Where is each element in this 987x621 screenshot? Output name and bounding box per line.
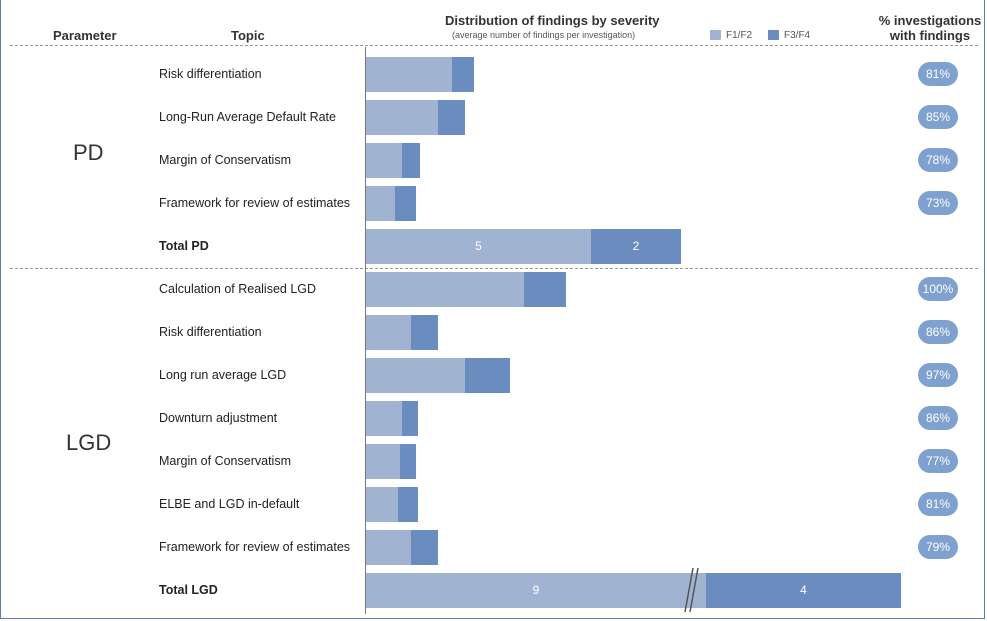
header-distribution-title: Distribution of findings by severity bbox=[445, 13, 660, 28]
group-label-pd: PD bbox=[73, 140, 104, 165]
topic-label: Framework for review of estimates bbox=[159, 540, 351, 554]
bar-f3f4-margin-of-conservatism bbox=[402, 143, 420, 178]
bar-f1f2-risk-differentiation bbox=[366, 315, 411, 350]
data-label-f1f2-total-pd: 5 bbox=[475, 239, 482, 253]
bar-f3f4-margin-of-conservatism bbox=[399, 444, 416, 479]
pct-badge-framework-for-review-of-estimates: 79% bbox=[918, 535, 958, 559]
bar-f1f2-margin-of-conservatism bbox=[366, 143, 402, 178]
bar-f3f4-downturn-adjustment bbox=[402, 401, 418, 436]
pct-badge-long-run-average-default-rate: 85% bbox=[918, 105, 958, 129]
topic-label: Margin of Conservatism bbox=[159, 454, 291, 468]
topic-label: Long run average LGD bbox=[159, 368, 287, 382]
topic-label: Long-Run Average Default Rate bbox=[159, 110, 336, 124]
pct-badge-margin-of-conservatism: 77% bbox=[918, 449, 958, 473]
topic-label: Calculation of Realised LGD bbox=[159, 282, 317, 296]
pct-badge-long-run-average-lgd: 97% bbox=[918, 363, 958, 387]
bar-f1f2-framework-for-review-of-estimates bbox=[366, 186, 396, 221]
bar-f3f4-total-lgd bbox=[706, 573, 901, 608]
bar-f1f2-elbe-and-lgd-in-default bbox=[366, 487, 398, 522]
pct-badge-calculation-of-realised-lgd: 100% bbox=[918, 277, 958, 301]
bar-f1f2-total-lgd bbox=[366, 573, 706, 608]
legend-swatch-f1f2 bbox=[710, 30, 721, 40]
topic-label: Risk differentiation bbox=[159, 325, 262, 339]
topic-label: Risk differentiation bbox=[159, 67, 262, 81]
separator-top bbox=[10, 45, 978, 46]
pct-badge-elbe-and-lgd-in-default: 81% bbox=[918, 492, 958, 516]
topic-label: Framework for review of estimates bbox=[159, 196, 351, 210]
legend-label-f1f2: F1/F2 bbox=[726, 30, 753, 41]
bar-f3f4-calculation-of-realised-lgd bbox=[523, 272, 567, 307]
bar-f3f4-framework-for-review-of-estimates bbox=[395, 186, 416, 221]
pct-badge-margin-of-conservatism: 78% bbox=[918, 148, 958, 172]
bar-f3f4-risk-differentiation bbox=[451, 57, 474, 92]
bar-f3f4-long-run-average-default-rate bbox=[438, 100, 465, 135]
group-label-lgd: LGD bbox=[66, 430, 112, 455]
bar-f1f2-margin-of-conservatism bbox=[366, 444, 400, 479]
pct-badge-downturn-adjustment: 86% bbox=[918, 406, 958, 430]
bar-f1f2-risk-differentiation bbox=[366, 57, 452, 92]
header-topic: Topic bbox=[231, 28, 265, 43]
data-label-f1f2-total-lgd: 9 bbox=[532, 583, 540, 597]
axis-break-marker bbox=[684, 567, 699, 613]
bar-f3f4-framework-for-review-of-estimates bbox=[411, 530, 438, 565]
pct-badge-risk-differentiation: 86% bbox=[918, 320, 958, 344]
bar-f1f2-calculation-of-realised-lgd bbox=[366, 272, 524, 307]
bar-f3f4-elbe-and-lgd-in-default bbox=[397, 487, 418, 522]
bar-f1f2-framework-for-review-of-estimates bbox=[366, 530, 411, 565]
topic-label: Downturn adjustment bbox=[159, 411, 278, 425]
legend-swatch-f3f4 bbox=[768, 30, 779, 40]
bar-f1f2-long-run-average-default-rate bbox=[366, 100, 438, 135]
topic-label: Total PD bbox=[159, 239, 209, 253]
header-pct-line2: with findings bbox=[889, 28, 971, 43]
bar-f1f2-downturn-adjustment bbox=[366, 401, 402, 436]
bar-f1f2-total-pd bbox=[366, 229, 591, 264]
topic-label: Margin of Conservatism bbox=[159, 153, 291, 167]
bar-f1f2-long-run-average-lgd bbox=[366, 358, 465, 393]
data-label-f3f4-total-lgd: 4 bbox=[800, 583, 807, 597]
bar-f3f4-risk-differentiation bbox=[411, 315, 438, 350]
pct-badge-framework-for-review-of-estimates: 73% bbox=[918, 191, 958, 215]
topic-label: Total LGD bbox=[159, 583, 218, 597]
header-pct-line1: % investigations bbox=[878, 13, 982, 28]
data-label-f3f4-total-pd: 2 bbox=[632, 239, 640, 253]
separator-pd-lgd bbox=[10, 268, 978, 269]
legend-label-f3f4: F3/F4 bbox=[784, 30, 811, 41]
pct-badge-risk-differentiation: 81% bbox=[918, 62, 958, 86]
header-parameter: Parameter bbox=[53, 28, 117, 43]
value-axis bbox=[365, 47, 366, 614]
bar-f3f4-long-run-average-lgd bbox=[465, 358, 510, 393]
header-distribution-subtitle: (average number of findings per investig… bbox=[452, 30, 636, 40]
bar-f3f4-total-pd bbox=[591, 229, 681, 264]
topic-label: ELBE and LGD in-default bbox=[159, 497, 300, 511]
